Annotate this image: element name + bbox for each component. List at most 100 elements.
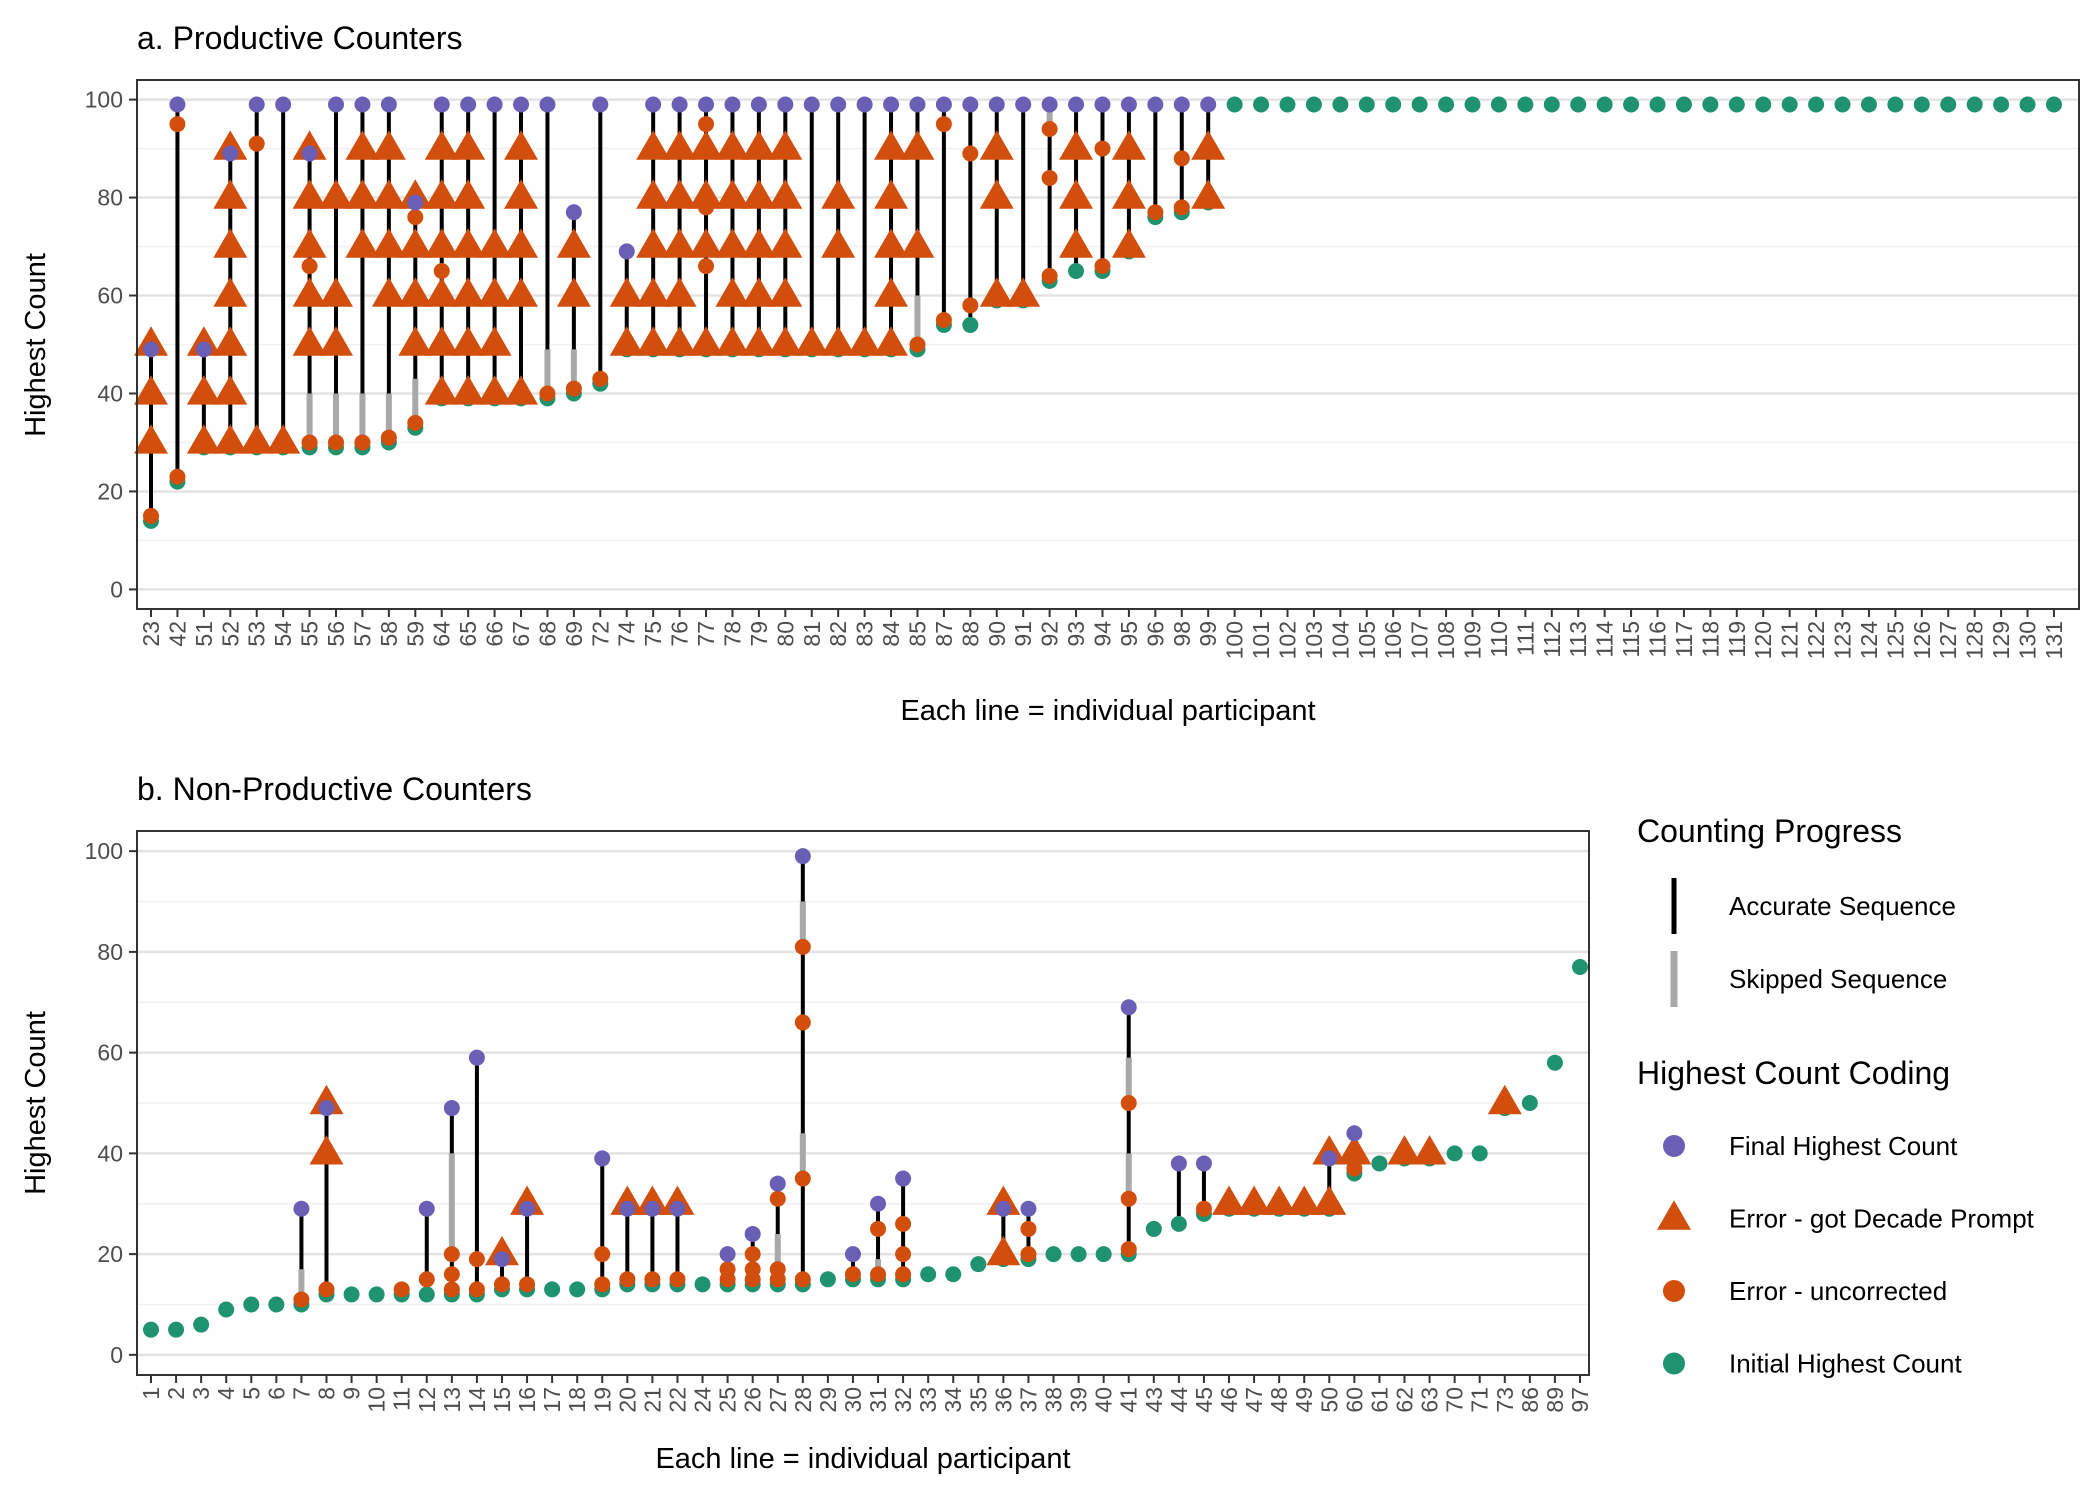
panel-b-participant-18 — [569, 1281, 586, 1298]
panel-a-x-tick-label: 51 — [191, 621, 217, 647]
final-highest-count-point — [777, 96, 794, 113]
legend-label-final: Final Highest Count — [1729, 1131, 1958, 1161]
panel-b-participant-10 — [368, 1286, 385, 1303]
error-decade-prompt-triangle — [371, 130, 406, 160]
initial-highest-count-point — [1332, 96, 1349, 113]
panel-b-x-tick-label: 14 — [464, 1387, 490, 1413]
panel-b-y-tick-label: 60 — [97, 1040, 123, 1066]
error-uncorrected-point — [468, 1281, 485, 1298]
final-highest-count-point — [619, 1200, 636, 1217]
panel-a-participant-76 — [662, 96, 697, 358]
final-highest-count-point — [380, 96, 397, 113]
panel-a-participant-127 — [1940, 96, 1957, 113]
error-uncorrected-point — [328, 434, 345, 451]
panel-a-x-tick-label: 100 — [1222, 621, 1248, 659]
legend-coding-items: Final Highest Count Error - got Decade Pr… — [1657, 1131, 2035, 1379]
panel-a-participant-52 — [213, 130, 248, 456]
error-decade-prompt-triangle — [715, 277, 750, 307]
error-decade-prompt-triangle — [345, 179, 380, 209]
initial-highest-count-point — [1517, 96, 1534, 113]
panel-a-x-tick-label: 119 — [1724, 621, 1750, 658]
error-decade-prompt-triangle — [451, 277, 486, 307]
panel-b-participant-11 — [393, 1281, 410, 1303]
legend-item-skipped-sequence: Skipped Sequence — [1670, 951, 1947, 1007]
panel-b-x-tick-label: 44 — [1166, 1387, 1192, 1413]
error-decade-prompt-triangle — [213, 375, 248, 405]
legend-label-initial: Initial Highest Count — [1729, 1349, 1962, 1379]
error-decade-prompt-triangle — [636, 130, 671, 160]
error-decade-prompt-triangle — [1111, 130, 1146, 160]
panel-a-x-tick-label: 68 — [534, 621, 560, 647]
panel-b-participant-34 — [945, 1266, 962, 1283]
initial-highest-count-point — [1649, 96, 1666, 113]
panel-a-x-tick-label: 91 — [1010, 621, 1036, 647]
error-decade-prompt-triangle — [424, 179, 459, 209]
initial-highest-count-point — [1887, 96, 1904, 113]
initial-highest-count-point — [970, 1256, 987, 1273]
error-decade-prompt-triangle — [186, 424, 221, 454]
error-decade-prompt-triangle — [213, 277, 248, 307]
initial-highest-count-point — [1571, 959, 1588, 975]
panel-a-x-tick-label: 118 — [1697, 621, 1723, 658]
error-decade-prompt-triangle — [794, 326, 829, 356]
panel-a-y-axis: 0 20 40 60 80 100 — [85, 87, 137, 602]
initial-highest-count-point — [2019, 96, 2036, 113]
panel-b-x-tick-label: 2 — [163, 1387, 189, 1400]
error-uncorrected-point — [1173, 199, 1190, 216]
error-decade-prompt-triangle — [186, 375, 221, 405]
panel-b-x-tick-label: 40 — [1091, 1387, 1117, 1413]
panel-b-x-tick-label: 16 — [514, 1387, 540, 1413]
panel-b-x-tick-label: 41 — [1116, 1387, 1142, 1413]
panel-a-x-tick-label: 104 — [1327, 621, 1353, 660]
error-decade-prompt-triangle — [768, 179, 803, 209]
panel-b-x-tick-label: 18 — [564, 1387, 590, 1413]
final-highest-count-point — [486, 96, 503, 113]
initial-highest-count-point — [1570, 96, 1587, 113]
error-uncorrected-point — [143, 507, 159, 524]
panel-a-x-tick-label: 95 — [1116, 621, 1142, 647]
panel-a-x-tick-label: 110 — [1486, 621, 1512, 658]
final-highest-count-point — [1170, 1155, 1187, 1172]
panel-b-participant-20 — [610, 1185, 645, 1293]
panel-b-participant-3 — [193, 1316, 210, 1333]
error-decade-prompt-triangle — [662, 326, 697, 356]
panel-b-participant-61 — [1371, 1155, 1388, 1172]
error-decade-prompt-triangle — [371, 179, 406, 209]
panel-a-participant-102 — [1279, 96, 1296, 113]
final-highest-count-point — [318, 1100, 335, 1117]
panel-b-participant-62 — [1387, 1135, 1422, 1167]
initial-highest-count-point — [1358, 96, 1375, 113]
final-highest-count-point — [1015, 96, 1032, 113]
error-decade-prompt-triangle — [874, 228, 909, 258]
initial-highest-count-point — [193, 1316, 210, 1333]
panel-b-x-tick-label: 21 — [639, 1387, 665, 1413]
error-decade-prompt-triangle — [900, 228, 935, 258]
panel-b-x-tick-label: 70 — [1442, 1387, 1468, 1413]
initial-highest-count-point — [1490, 96, 1507, 113]
panel-a-x-tick-label: 105 — [1354, 621, 1380, 659]
final-highest-count-point — [744, 1225, 761, 1242]
panel-b-participant-7 — [293, 1200, 310, 1313]
final-highest-count-point — [519, 1200, 536, 1217]
error-decade-prompt-triangle — [874, 179, 909, 209]
panel-a-x-tick-label: 131 — [2041, 621, 2067, 659]
error-uncorrected-point — [935, 312, 952, 329]
error-decade-prompt-triangle — [1212, 1185, 1247, 1215]
legend: Counting Progress Accurate Sequence Skipp… — [1637, 813, 2035, 1379]
initial-highest-count-point — [1728, 96, 1745, 113]
panel-a-participant-103 — [1305, 96, 1322, 113]
panel-a-participant-69 — [556, 204, 591, 402]
panel-a-participant-78 — [715, 96, 750, 358]
panel-a-y-tick-label: 40 — [97, 380, 123, 406]
panel-b-participant-19 — [594, 1150, 611, 1298]
panel-a-x-tick-label: 56 — [323, 621, 349, 647]
legend-item-initial: Initial Highest Count — [1663, 1349, 1962, 1379]
final-highest-count-point — [513, 96, 530, 113]
final-highest-count-point — [1195, 1155, 1212, 1172]
error-uncorrected-point — [468, 1251, 485, 1268]
error-uncorrected-point — [1195, 1200, 1212, 1217]
panel-a-participant-131 — [2045, 96, 2062, 113]
final-highest-count-point — [195, 341, 212, 358]
error-uncorrected-point — [301, 434, 318, 451]
